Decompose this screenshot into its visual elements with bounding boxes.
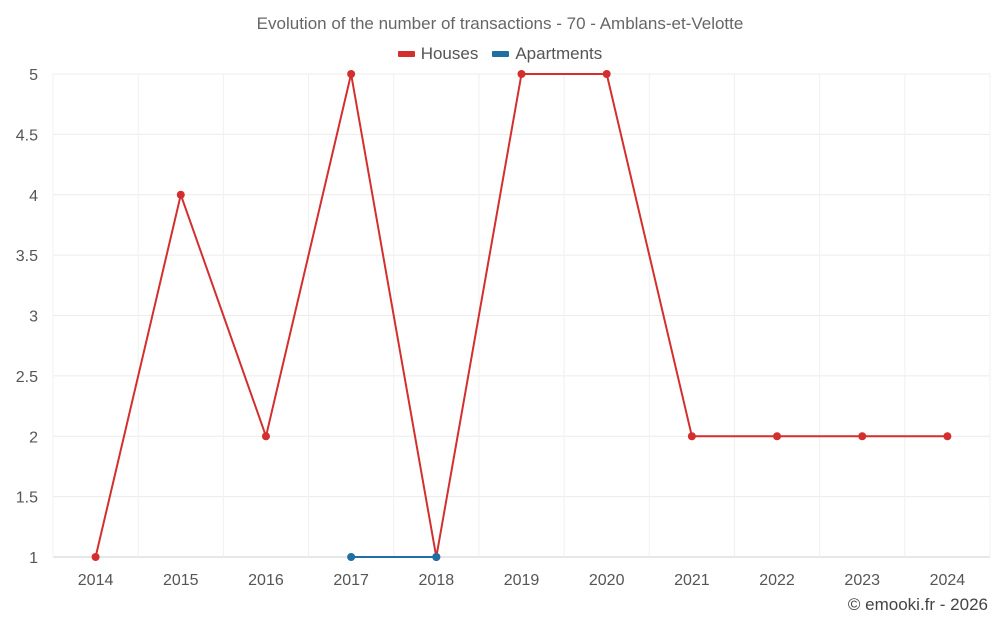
x-tick-label: 2019 [504, 572, 540, 589]
data-point-houses [91, 553, 100, 561]
x-tick-label: 2024 [930, 572, 966, 589]
data-point-houses [347, 70, 356, 78]
data-point-houses [858, 432, 867, 441]
data-point-houses [517, 70, 526, 78]
y-tick-label: 1 [29, 550, 38, 567]
y-tick-label: 3.5 [16, 248, 38, 265]
x-tick-label: 2022 [759, 572, 795, 589]
x-tick-label: 2023 [844, 572, 880, 589]
x-tick-label: 2021 [674, 572, 710, 589]
chart-title: Evolution of the number of transactions … [256, 14, 744, 33]
y-tick-label: 3 [29, 309, 38, 326]
y-tick-label: 4.5 [16, 127, 38, 144]
x-tick-label: 2020 [589, 572, 625, 589]
legend-swatch-apartments [492, 51, 510, 57]
y-tick-label: 1.5 [16, 490, 38, 507]
legend-label-apartments: Apartments [515, 44, 603, 63]
legend-item-houses[interactable]: Houses [397, 44, 479, 64]
legend: Houses Apartments [0, 44, 1000, 64]
y-tick-label: 2.5 [16, 369, 38, 386]
data-point-houses [176, 190, 185, 199]
data-point-houses [602, 70, 611, 78]
y-tick-label: 4 [29, 188, 38, 205]
legend-swatch-houses [397, 51, 415, 57]
x-tick-label: 2014 [78, 572, 114, 589]
legend-label-houses: Houses [420, 44, 479, 63]
x-tick-label: 2017 [333, 572, 369, 589]
x-tick-label: 2016 [248, 572, 284, 589]
x-tick-label: 2018 [419, 572, 455, 589]
y-tick-label: 2 [29, 429, 38, 446]
data-point-houses [943, 432, 952, 441]
data-point-houses [773, 432, 782, 441]
data-point-apartments [432, 553, 441, 561]
credit-text: © emooki.fr - 2026 [847, 595, 988, 614]
data-point-houses [261, 432, 270, 441]
x-tick-label: 2015 [163, 572, 199, 589]
legend-item-apartments[interactable]: Apartments [492, 44, 602, 64]
data-point-houses [687, 432, 696, 441]
y-tick-label: 5 [29, 67, 38, 84]
data-point-apartments [347, 553, 356, 561]
